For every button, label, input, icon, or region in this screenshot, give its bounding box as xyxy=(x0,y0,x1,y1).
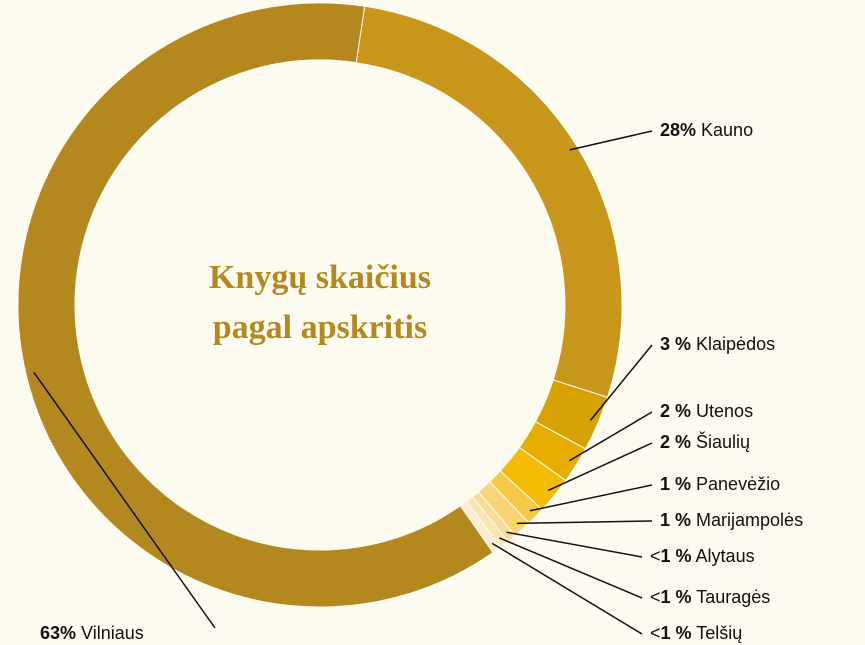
value-label: 2 % xyxy=(660,401,691,421)
value-label: <1 % xyxy=(650,546,692,566)
slice-label: 3 % Klaipėdos xyxy=(660,334,775,354)
leader-line xyxy=(569,130,653,151)
slice-label: 63% Vilniaus xyxy=(40,623,144,643)
category-label: Kauno xyxy=(696,120,753,140)
category-label: Panevėžio xyxy=(691,474,780,494)
chart-title: pagal apskritis xyxy=(213,309,427,346)
category-label: Vilniaus xyxy=(76,623,144,643)
slice-label: 2 % Šiaulių xyxy=(660,431,750,452)
category-label: Tauragės xyxy=(692,587,771,607)
value-label: 28% xyxy=(660,120,696,140)
leader-line xyxy=(491,542,643,635)
value-label: <1 % xyxy=(650,587,692,607)
slice-label: 2 % Utenos xyxy=(660,401,753,421)
value-prefix: < xyxy=(650,546,661,566)
slice-label: 1 % Panevėžio xyxy=(660,474,780,494)
donut-slice xyxy=(355,5,623,399)
value-prefix: < xyxy=(650,623,661,643)
leader-line xyxy=(499,537,643,599)
value-label: 2 % xyxy=(660,432,691,452)
value-number: 1 % xyxy=(661,587,692,607)
value-number: 1 % xyxy=(661,546,692,566)
value-label: 1 % xyxy=(660,474,691,494)
leader-line xyxy=(568,411,653,462)
value-label: 1 % xyxy=(660,510,691,530)
slice-label: <1 % Telšių xyxy=(650,623,742,643)
donut-slice xyxy=(17,2,494,608)
leader-line xyxy=(33,371,216,629)
leader-line xyxy=(506,531,643,558)
category-label: Alytaus xyxy=(692,546,755,566)
category-label: Telšių xyxy=(692,623,743,643)
slice-label: 28% Kauno xyxy=(660,120,753,140)
category-label: Klaipėdos xyxy=(691,334,775,354)
leader-line xyxy=(529,484,653,512)
category-label: Šiaulių xyxy=(691,431,750,452)
leader-line xyxy=(589,344,653,421)
slice-label: <1 % Tauragės xyxy=(650,587,770,607)
slice-label: 1 % Marijampolės xyxy=(660,510,803,530)
value-prefix: < xyxy=(650,587,661,607)
value-label: 63% xyxy=(40,623,76,643)
category-label: Utenos xyxy=(691,401,753,421)
leader-line xyxy=(547,442,653,492)
leader-line xyxy=(516,520,653,525)
value-number: 1 % xyxy=(661,623,692,643)
value-label: 3 % xyxy=(660,334,691,354)
chart-title: Knygų skaičius xyxy=(209,259,431,296)
value-label: <1 % xyxy=(650,623,692,643)
category-label: Marijampolės xyxy=(691,510,803,530)
slice-label: <1 % Alytaus xyxy=(650,546,755,566)
